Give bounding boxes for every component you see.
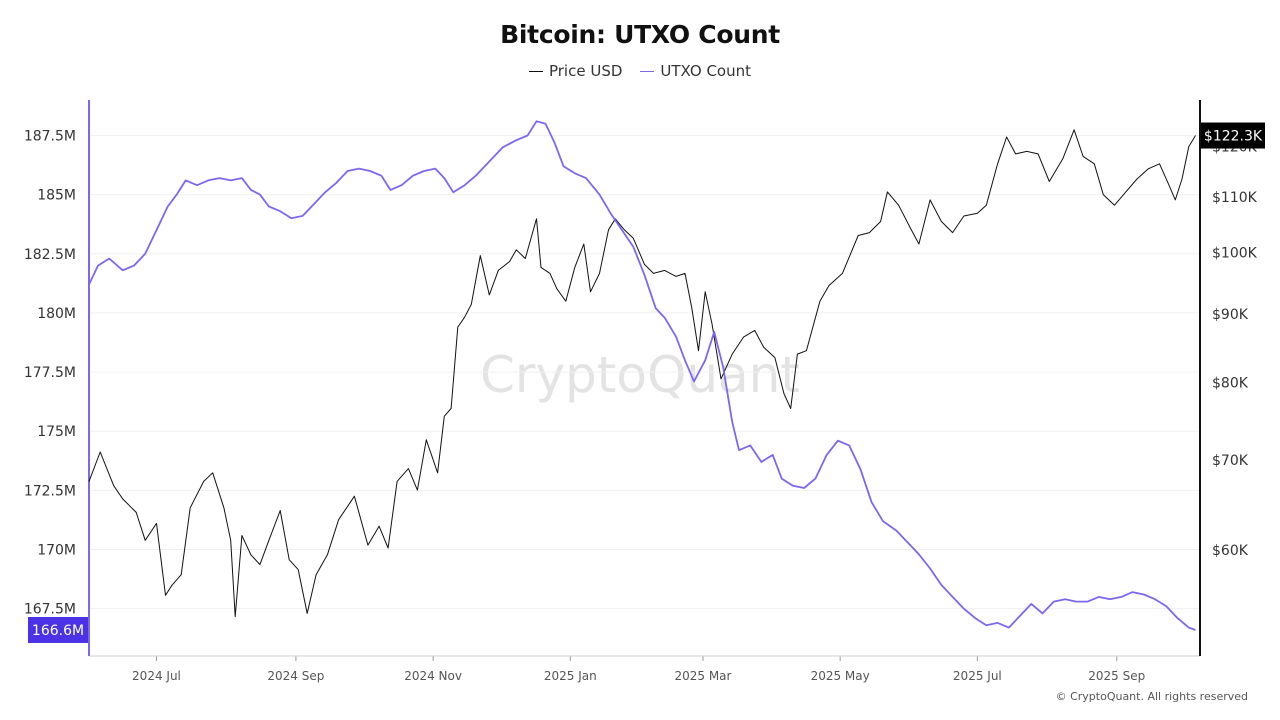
x-tick-label: 2024 Jul (132, 669, 181, 683)
series-line-utxo (88, 120, 1196, 631)
x-tick-label: 2025 May (811, 669, 870, 683)
x-tick-label: 2024 Nov (404, 669, 462, 683)
series (88, 120, 1196, 631)
x-tick-label: 2025 Jul (953, 669, 1002, 683)
left-tick-label: 172.5M (24, 483, 76, 499)
legend-swatch-utxo (640, 70, 655, 72)
right-tick-label: $60K (1212, 543, 1249, 559)
left-tick-label: 170M (37, 543, 76, 559)
left-tick-label: 175M (37, 424, 76, 440)
legend-swatch-price (528, 70, 543, 72)
left-tick-label: 185M (37, 188, 76, 204)
right-tick-label: $90K (1212, 307, 1249, 323)
series-line-price (88, 129, 1196, 618)
left-tick-label: 187.5M (24, 128, 76, 144)
legend-label-price: Price USD (548, 62, 623, 80)
right-tick-label: $110K (1212, 190, 1258, 206)
axes: 167.5M 170M 172.5M 175M 177.5M 180M 182.5M 185M… (24, 100, 1258, 683)
left-tick-label: 182.5M (24, 247, 76, 263)
legend-item-price[interactable]: Price USD (528, 62, 623, 80)
utxo-value-badge (28, 616, 88, 643)
x-tick-label: 2025 Jan (544, 669, 597, 683)
x-tick-label: 2025 Sep (1088, 669, 1145, 683)
right-tick-label: $70K (1212, 453, 1249, 469)
watermark: CryptoQuant (480, 346, 800, 404)
chart-title: Bitcoin: UTXO Count (500, 20, 780, 49)
x-tick-label: 2025 Mar (674, 669, 731, 683)
grid (89, 134, 1200, 610)
legend-label-utxo: UTXO Count (660, 62, 751, 80)
utxo-value-badge-label: 166.6M (32, 623, 84, 639)
right-tick-label: $100K (1212, 246, 1258, 262)
value-badges: 166.6M $122.3K (28, 122, 1265, 643)
x-tick-label: 2024 Sep (267, 669, 324, 683)
left-tick-label: 177.5M (24, 365, 76, 381)
legend: Price USD UTXO Count (0, 62, 1280, 80)
left-tick-label: 167.5M (24, 602, 76, 618)
left-tick-label: 180M (37, 306, 76, 322)
price-value-badge (1201, 122, 1265, 149)
copyright: © CryptoQuant. All rights reserved (1055, 690, 1248, 703)
right-tick-label: $80K (1212, 376, 1249, 392)
price-value-badge-label: $122.3K (1204, 129, 1263, 145)
legend-item-utxo[interactable]: UTXO Count (640, 62, 751, 80)
